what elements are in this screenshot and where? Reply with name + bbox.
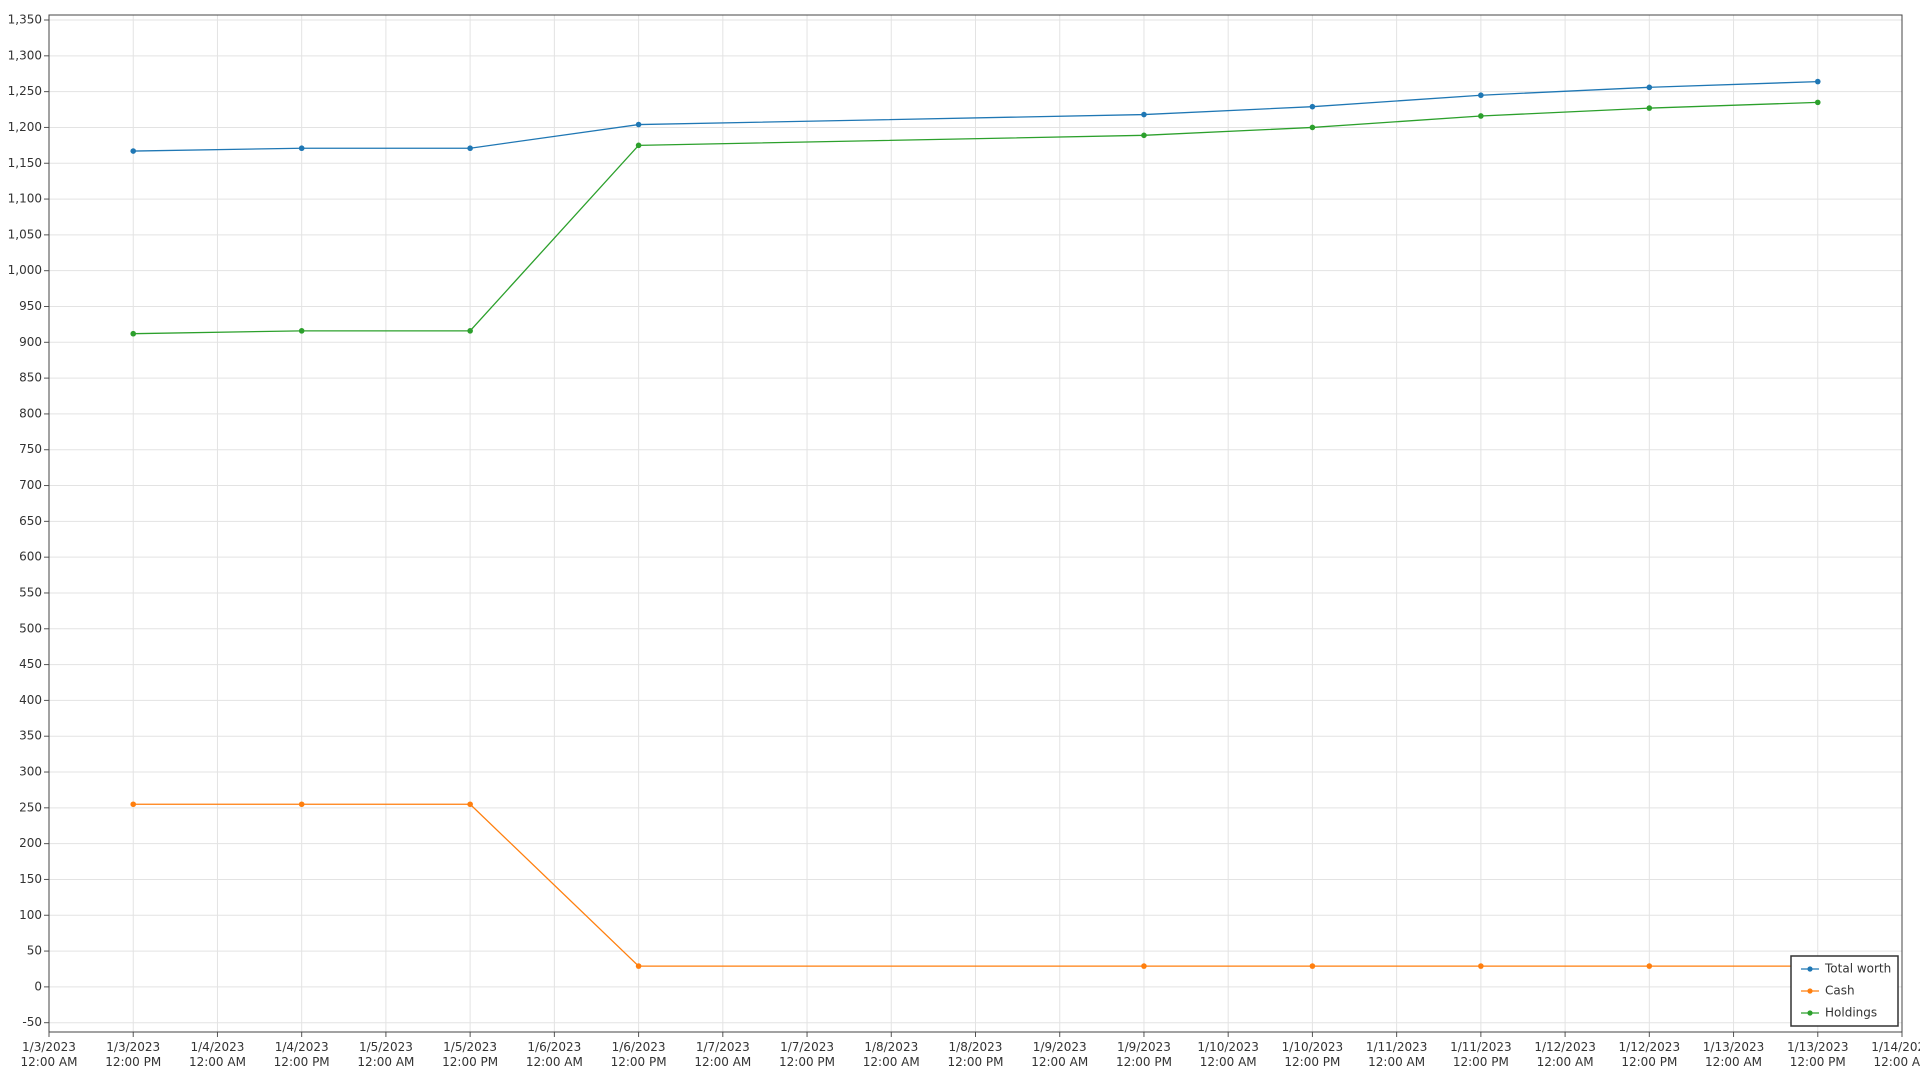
y-tick-label: 1,250 xyxy=(8,84,42,98)
x-tick-label: 1/11/2023 12:00 PM xyxy=(1450,1040,1512,1069)
y-tick-label: 1,350 xyxy=(8,13,42,27)
y-tick-label: 1,050 xyxy=(8,227,42,241)
legend-label: Holdings xyxy=(1825,1006,1877,1020)
point xyxy=(1141,132,1147,139)
y-tick-label: 50 xyxy=(27,944,42,958)
legend-label: Total worth xyxy=(1824,962,1891,976)
y-tick-label: 650 xyxy=(19,514,42,528)
y-tick-label: 600 xyxy=(19,550,42,564)
y-tick-label: 800 xyxy=(19,406,42,420)
point xyxy=(1814,99,1821,106)
point xyxy=(1646,963,1653,969)
y-tick-label: 1,100 xyxy=(8,192,42,206)
y-tick-label: 950 xyxy=(19,299,42,313)
y-tick-label: 150 xyxy=(19,872,42,886)
point xyxy=(1814,78,1821,85)
x-tick-label: 1/8/2023 12:00 AM xyxy=(862,1040,920,1069)
x-tick-label: 1/6/2023 12:00 AM xyxy=(525,1040,583,1069)
y-tick-label: 0 xyxy=(34,979,42,993)
legend-marker xyxy=(1807,1010,1813,1016)
legend: Total worth Cash Holdings xyxy=(1790,955,1899,1027)
y-tick-label: 400 xyxy=(19,693,42,707)
legend-marker xyxy=(1807,988,1813,994)
x-tick-label: 1/13/2023 12:00 PM xyxy=(1787,1040,1849,1069)
y-tick-label: 550 xyxy=(19,585,42,599)
point xyxy=(1478,963,1484,969)
y-tick-label: 100 xyxy=(19,908,42,922)
y-tick-label: -50 xyxy=(22,1015,42,1029)
point xyxy=(1646,84,1653,91)
point xyxy=(1141,111,1147,118)
legend-marker xyxy=(1807,966,1813,972)
x-tick-label: 1/12/2023 12:00 PM xyxy=(1618,1040,1681,1069)
x-tick-label: 1/13/2023 12:00 AM xyxy=(1702,1040,1765,1069)
point xyxy=(635,121,642,128)
y-tick-label: 350 xyxy=(19,729,42,743)
point xyxy=(1309,963,1316,969)
y-tick-label: 500 xyxy=(19,621,42,635)
y-tick-label: 450 xyxy=(19,657,42,671)
y-tick-label: 1,000 xyxy=(8,263,42,277)
x-tick-label: 1/9/2023 12:00 AM xyxy=(1031,1040,1089,1069)
x-tick-label: 1/7/2023 12:00 PM xyxy=(779,1040,836,1069)
x-tick-label: 1/4/2023 12:00 PM xyxy=(273,1040,330,1069)
y-tick-label: 250 xyxy=(19,800,42,814)
y-tick-label: 750 xyxy=(19,442,42,456)
point xyxy=(130,330,137,337)
x-tick-label: 1/8/2023 12:00 PM xyxy=(947,1040,1004,1069)
x-tick-label: 1/10/2023 12:00 PM xyxy=(1281,1040,1344,1069)
x-tick-label: 1/11/2023 12:00 AM xyxy=(1365,1040,1428,1069)
x-tick-label: 1/12/2023 12:00 AM xyxy=(1534,1040,1596,1069)
point xyxy=(1309,103,1316,110)
point xyxy=(467,145,473,152)
y-tick-label: 300 xyxy=(19,765,42,779)
point xyxy=(130,148,137,154)
point xyxy=(298,328,305,334)
x-tick-label: 1/5/2023 12:00 AM xyxy=(357,1040,415,1069)
y-tick-label: 850 xyxy=(19,371,42,385)
point xyxy=(1309,124,1316,131)
point xyxy=(635,963,642,969)
y-tick-label: 1,150 xyxy=(8,156,42,170)
y-tick-label: 900 xyxy=(19,335,42,349)
point xyxy=(298,145,305,152)
x-tick-label: 1/3/2023 12:00 PM xyxy=(105,1040,162,1069)
plot-frame xyxy=(48,14,1903,1033)
point xyxy=(467,328,473,334)
x-tick-label: 1/7/2023 12:00 AM xyxy=(694,1040,752,1069)
x-tick-label: 1/10/2023 12:00 AM xyxy=(1197,1040,1259,1069)
point xyxy=(298,801,305,808)
x-tick-label: 1/14/2023 12:00 AM xyxy=(1871,1040,1920,1069)
point xyxy=(1646,105,1653,111)
x-tick-label: 1/3/2023 12:00 AM xyxy=(20,1040,78,1069)
y-tick-label: 1,300 xyxy=(8,48,42,62)
point xyxy=(467,801,473,808)
y-tick-label: 200 xyxy=(19,836,42,850)
point xyxy=(130,801,137,808)
y-tick-label: 1,200 xyxy=(8,120,42,134)
point xyxy=(1478,113,1484,119)
point xyxy=(1478,92,1484,99)
x-tick-label: 1/9/2023 12:00 PM xyxy=(1115,1040,1172,1069)
y-tick-label: 700 xyxy=(19,478,42,492)
point xyxy=(635,142,642,149)
x-tick-label: 1/4/2023 12:00 AM xyxy=(188,1040,246,1069)
x-tick-label: 1/5/2023 12:00 PM xyxy=(442,1040,499,1069)
point xyxy=(1141,963,1147,969)
x-tick-label: 1/6/2023 12:00 PM xyxy=(610,1040,667,1069)
legend-label: Cash xyxy=(1825,984,1855,998)
